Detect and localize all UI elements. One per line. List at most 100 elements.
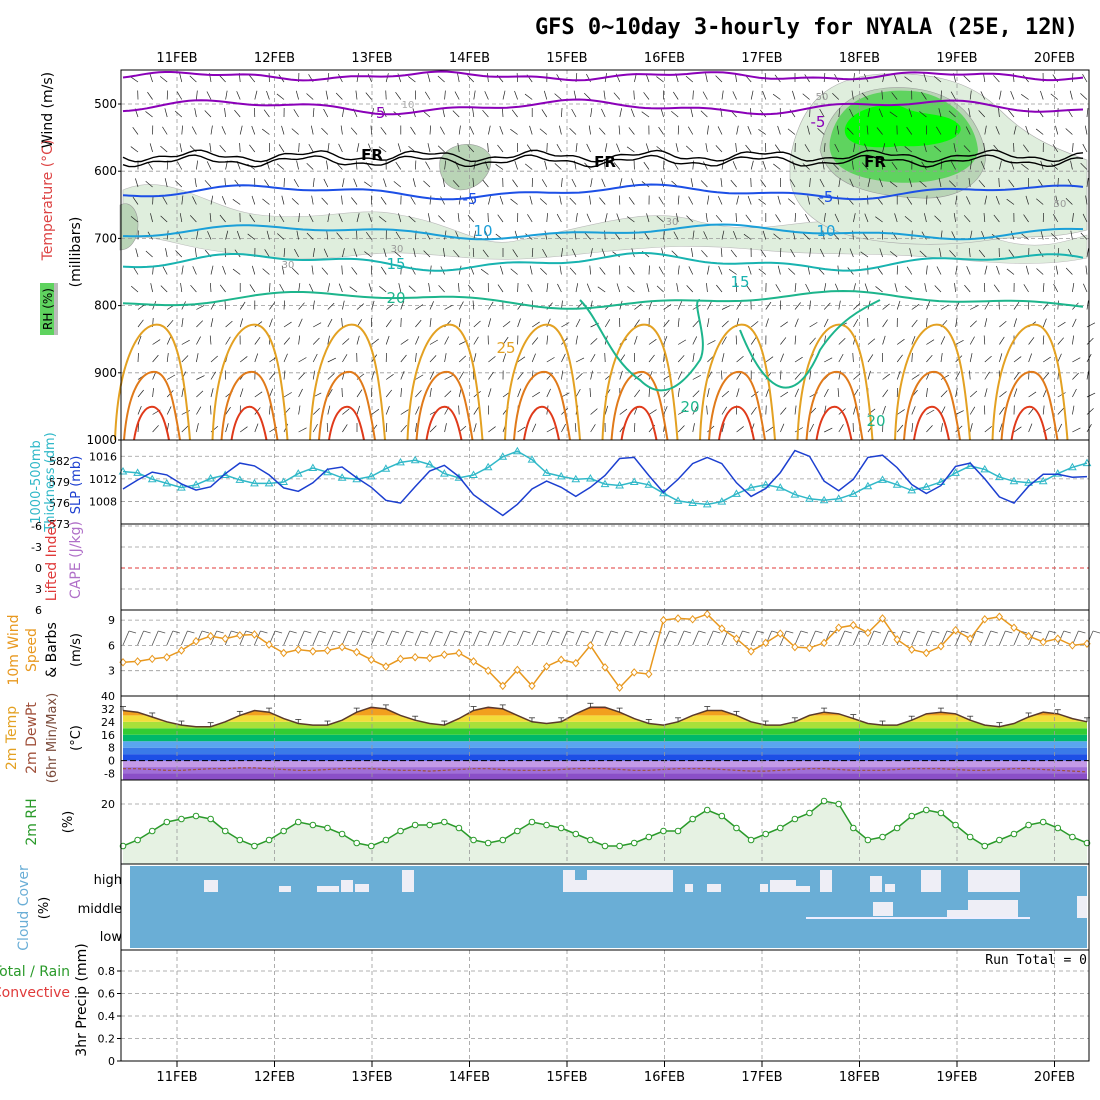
wind-barb bbox=[706, 283, 708, 293]
wind-barb bbox=[1043, 356, 1051, 363]
wind10-barb bbox=[756, 630, 765, 634]
wind-barb bbox=[473, 90, 476, 100]
wind-barb bbox=[736, 371, 742, 380]
wind-barb bbox=[321, 197, 329, 205]
wind-barb bbox=[1057, 353, 1062, 363]
rh2m-point bbox=[382, 836, 390, 844]
wind-barb bbox=[999, 90, 1002, 100]
rh2m-point bbox=[952, 821, 959, 829]
wind-barb bbox=[999, 336, 1005, 345]
wind-barb bbox=[166, 406, 172, 415]
wind-barb bbox=[194, 178, 197, 188]
wind-barb bbox=[1042, 405, 1045, 415]
wind-barb bbox=[616, 283, 621, 293]
wind-barb bbox=[1072, 213, 1074, 223]
wind-barb bbox=[1028, 391, 1037, 398]
wind-barb bbox=[852, 352, 854, 363]
temperature-contour-diurnal bbox=[620, 405, 658, 441]
wind10-barb bbox=[896, 630, 904, 646]
temp-tick-label: -8 bbox=[104, 768, 115, 781]
wind-barb bbox=[444, 90, 446, 100]
wind-barb bbox=[561, 423, 566, 433]
wind10-barb bbox=[911, 630, 919, 646]
wind-barb bbox=[955, 410, 964, 415]
wind-barb bbox=[983, 143, 986, 153]
wind-barb bbox=[692, 160, 695, 170]
thickness-point bbox=[848, 489, 858, 497]
upper-label-axis: (millibars) bbox=[68, 217, 84, 288]
wind10-barb bbox=[406, 630, 414, 634]
contour-label: 15 bbox=[730, 273, 749, 291]
wind-barb bbox=[342, 108, 345, 118]
wind-barb bbox=[590, 370, 593, 380]
wind-barb bbox=[715, 214, 723, 223]
wind-barb bbox=[338, 213, 343, 223]
wind10-point bbox=[499, 681, 507, 691]
wind10-point bbox=[221, 634, 229, 643]
wind10-barb bbox=[567, 630, 575, 634]
rh2m-point bbox=[1069, 833, 1076, 841]
wind-barb bbox=[254, 353, 259, 363]
wind-barb bbox=[145, 250, 153, 258]
wind-barb bbox=[851, 160, 854, 170]
rh2m-point bbox=[601, 842, 609, 850]
wind-barb bbox=[294, 248, 299, 258]
precip-tick-label: 0.4 bbox=[98, 1010, 116, 1023]
temperature-contour-diurnal bbox=[601, 323, 679, 441]
wind10-barb bbox=[546, 630, 553, 646]
wind-barb bbox=[196, 353, 199, 363]
wind-barb bbox=[794, 302, 801, 310]
thickness-point bbox=[162, 478, 172, 487]
wind-barb bbox=[750, 391, 759, 398]
wind-barb bbox=[472, 178, 475, 188]
wind-barb bbox=[678, 339, 687, 345]
thickness-point bbox=[425, 460, 435, 468]
temperature-contour-diurnal bbox=[718, 405, 755, 441]
wind10-point bbox=[542, 662, 551, 671]
wind10-point bbox=[878, 614, 887, 623]
wind-barb bbox=[1072, 405, 1075, 415]
wind-barb bbox=[1006, 198, 1015, 205]
temp-band bbox=[123, 760, 1087, 768]
wind-barb bbox=[150, 283, 153, 293]
wind10-point bbox=[776, 629, 784, 638]
thickness-point bbox=[366, 471, 376, 480]
wind10-barb bbox=[391, 630, 400, 634]
wind-barb bbox=[443, 248, 445, 258]
thickness-point bbox=[615, 481, 624, 489]
wind-barb bbox=[196, 390, 204, 398]
wind10-barb bbox=[341, 630, 349, 646]
wind-barb bbox=[849, 178, 854, 188]
wind-barb bbox=[1072, 283, 1075, 293]
wind-barb bbox=[663, 319, 670, 328]
wind-barb bbox=[1065, 267, 1073, 275]
wind-barb bbox=[209, 143, 212, 153]
wind-barb bbox=[677, 371, 683, 380]
wind-barb bbox=[794, 372, 802, 380]
wind-barb bbox=[130, 76, 139, 83]
thickness-point bbox=[177, 483, 186, 491]
temperature-contour bbox=[122, 223, 1084, 241]
wind-barb bbox=[996, 265, 1000, 275]
wind-barb bbox=[1072, 335, 1074, 345]
temperature-contour-diurnal bbox=[805, 370, 864, 441]
wind10-barb bbox=[903, 630, 911, 634]
wind-barb bbox=[984, 426, 993, 433]
wind-barb bbox=[368, 283, 372, 293]
wind-barb bbox=[656, 76, 664, 83]
temperature-contour-diurnal bbox=[123, 370, 181, 441]
wind-barb bbox=[444, 353, 447, 363]
wind-barb bbox=[400, 354, 407, 363]
wind-barb bbox=[264, 249, 270, 258]
wind10-barb bbox=[122, 630, 130, 646]
wind-barb bbox=[730, 249, 737, 258]
wind-barb bbox=[1008, 249, 1015, 258]
wind-barb bbox=[867, 108, 871, 118]
wind-barb bbox=[896, 370, 901, 380]
wind-barb bbox=[879, 178, 883, 188]
cloud-gap bbox=[575, 880, 587, 892]
rh-shade-lower bbox=[122, 184, 1088, 264]
wind10-point bbox=[280, 648, 288, 658]
wind-barb bbox=[502, 321, 511, 328]
wind-barb bbox=[775, 284, 781, 293]
